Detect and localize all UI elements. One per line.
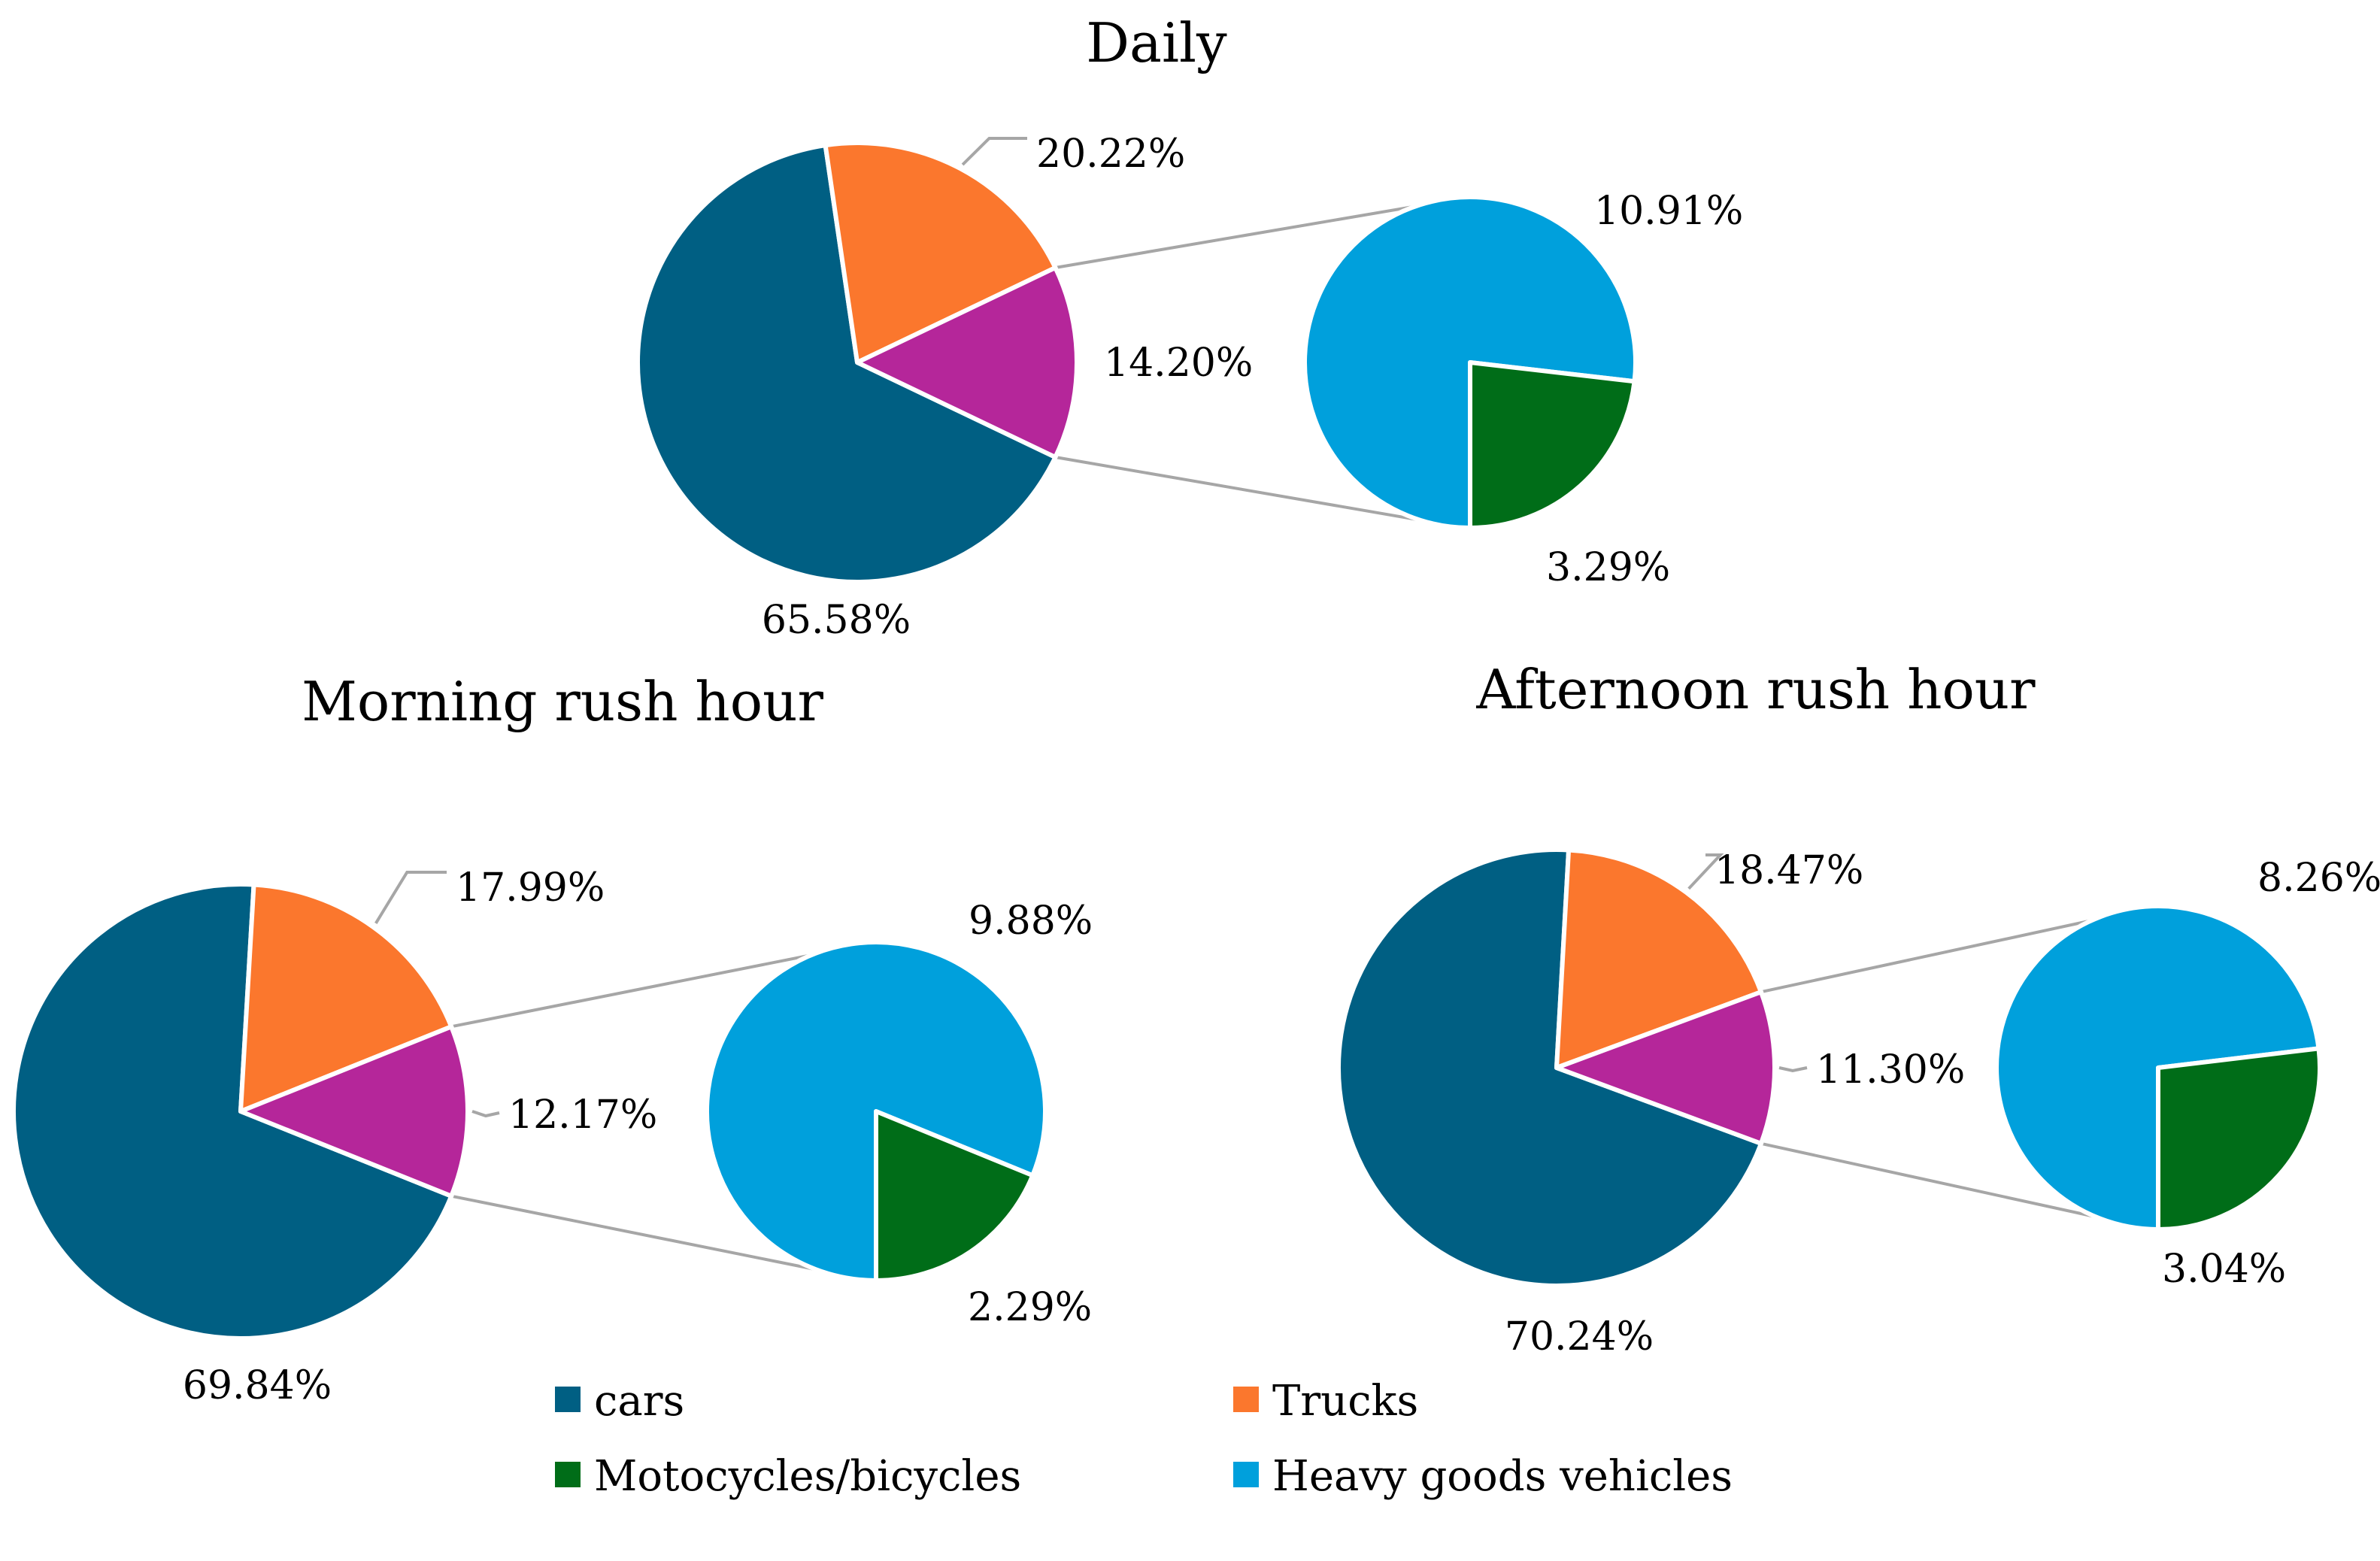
slice-combined <box>855 265 1079 459</box>
connector-line-bottom <box>1055 456 1465 529</box>
legend: cars Trucks Motocycles/bicycles Heavy goods… <box>555 1377 1733 1501</box>
slice-combined <box>238 1024 470 1199</box>
data-label-cars: 69.84% <box>183 1363 332 1408</box>
slice-trucks <box>1554 847 1763 1070</box>
data-label-combined: 12.17% <box>508 1093 657 1138</box>
slice-moto <box>1468 360 1637 530</box>
legend-swatch-motocycles-bicycles <box>555 1462 581 1487</box>
slice-cars <box>11 882 454 1341</box>
slice-combined <box>1554 990 1777 1146</box>
data-label-trucks: 18.47% <box>1715 848 1863 893</box>
chart-title: Daily <box>1086 11 1227 74</box>
legend-label-heavy-goods-vehicles: Heavy goods vehicles <box>1272 1452 1733 1501</box>
data-label-moto: 2.29% <box>968 1285 1092 1330</box>
legend-swatch-trucks <box>1233 1387 1259 1412</box>
data-label-hgv: 9.88% <box>969 899 1093 944</box>
chart-title: Morning rush hour <box>302 670 823 733</box>
data-label-hgv: 8.26% <box>2257 856 2380 901</box>
slice-cars <box>635 143 1058 584</box>
slice-hgv <box>705 940 1048 1283</box>
leader-line-trucks <box>961 137 1027 166</box>
data-label-moto: 3.04% <box>2162 1247 2286 1292</box>
slice-moto <box>2156 1046 2322 1232</box>
connector-line-top <box>1055 196 1471 269</box>
connector-line-bottom <box>450 1194 871 1282</box>
legend-swatch-heavy-goods-vehicles <box>1233 1462 1259 1487</box>
data-label-cars: 65.58% <box>762 598 911 643</box>
leader-line-trucks <box>374 871 447 924</box>
legend-swatch-cars <box>555 1387 581 1412</box>
data-label-trucks: 20.22% <box>1036 132 1185 177</box>
slice-moto <box>874 1109 1035 1283</box>
chart-afternoon: Afternoon rush hour 70.24% 18.47% 11.30% 8.2… <box>1336 658 2380 1359</box>
slice-trucks <box>823 141 1058 365</box>
legend-label-cars: cars <box>594 1377 684 1426</box>
data-label-cars: 70.24% <box>1505 1314 1654 1359</box>
leader-line-combined <box>1778 1066 1808 1073</box>
data-label-combined: 14.20% <box>1104 341 1253 386</box>
legend-label-motocycles-bicycles: Motocycles/bicycles <box>594 1452 1021 1501</box>
data-label-trucks: 17.99% <box>456 865 605 911</box>
slice-cars <box>1336 847 1763 1289</box>
data-label-combined: 11.30% <box>1816 1047 1965 1093</box>
slice-trucks <box>238 882 454 1114</box>
data-label-hgv: 10.91% <box>1594 189 1743 234</box>
data-label-moto: 3.29% <box>1546 545 1670 590</box>
legend-label-trucks: Trucks <box>1272 1377 1418 1426</box>
leader-line-trucks <box>1687 853 1724 890</box>
chart-daily: Daily 65.58% 20.22% 14.20% 10.91% 3.29% <box>635 11 1743 643</box>
chart-title: Afternoon rush hour <box>1475 658 2036 721</box>
chart-morning: Morning rush hour 69.84% 17.99% 12.17% 9.88%… <box>11 670 1093 1408</box>
leader-line-combined <box>471 1110 500 1118</box>
